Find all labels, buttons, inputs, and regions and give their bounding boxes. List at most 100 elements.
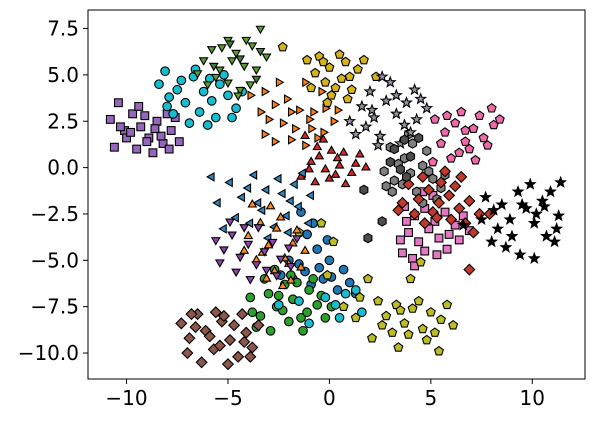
data-point-pentagon: [322, 269, 333, 280]
data-point-pentagon: [464, 143, 475, 154]
data-point-hexagon: [401, 171, 412, 183]
data-point-circle: [245, 292, 256, 303]
data-point-pentagon: [407, 303, 418, 313]
data-point-diamond: [467, 226, 480, 239]
data-point-triangle-down: [255, 47, 266, 57]
data-point-pentagon: [442, 110, 453, 120]
data-point-diamond: [463, 194, 476, 208]
data-point-star: [408, 82, 422, 96]
data-point-triangle-down: [251, 75, 262, 85]
data-point-circle: [273, 299, 284, 310]
data-point-star: [479, 190, 493, 203]
data-point-triangle-down: [216, 44, 227, 53]
data-point-pentagon: [366, 332, 378, 343]
series-11: [239, 199, 310, 290]
data-point-square: [148, 148, 158, 158]
data-point-diamond: [185, 308, 198, 321]
data-point-triangle-down: [218, 246, 229, 255]
data-point-star: [523, 177, 537, 190]
data-point-diamond: [449, 180, 462, 193]
data-point-triangle-up: [312, 141, 323, 151]
data-point-pentagon: [336, 73, 347, 83]
data-point-triangle-down: [292, 235, 302, 244]
data-point-pentagon: [482, 140, 493, 150]
data-point-triangle-down: [251, 261, 262, 270]
data-point-triangle-down: [227, 57, 237, 66]
data-point-triangle-up: [330, 169, 341, 178]
data-point-triangle-left: [297, 168, 306, 179]
data-point-triangle-down: [235, 55, 246, 64]
data-point-pentagon: [415, 256, 426, 267]
data-point-square: [420, 246, 430, 256]
data-point-circle: [314, 262, 325, 273]
data-point-triangle-down: [208, 62, 219, 72]
data-point-triangle-down: [275, 255, 286, 265]
data-point-diamond: [392, 204, 405, 217]
data-point-triangle-down: [253, 224, 264, 233]
data-point-square: [166, 126, 176, 135]
y-tick-label: −10.0: [18, 341, 79, 365]
data-point-hexagon: [385, 156, 395, 168]
data-point-triangle-up: [296, 262, 306, 271]
data-point-triangle-right: [296, 105, 305, 116]
series-13: [210, 218, 302, 285]
data-point-diamond: [195, 356, 208, 369]
data-point-diamond: [203, 330, 216, 343]
data-point-diamond: [252, 319, 265, 332]
data-point-star: [420, 101, 434, 114]
data-point-square: [150, 124, 160, 134]
series-19: [359, 132, 424, 244]
data-point-triangle-up: [243, 230, 254, 240]
y-tick-label: 2.5: [47, 109, 79, 133]
data-point-square: [434, 233, 444, 243]
data-point-hexagon: [406, 151, 416, 162]
y-tick-label: 0.0: [47, 156, 79, 180]
data-point-triangle-down: [192, 70, 203, 79]
data-point-star: [529, 207, 543, 220]
data-point-triangle-down: [231, 268, 242, 278]
data-point-pentagon: [421, 334, 432, 345]
data-point-pentagon: [429, 114, 440, 124]
data-point-square: [134, 101, 144, 111]
data-point-triangle-up: [271, 223, 282, 232]
series-18: [456, 175, 568, 264]
data-point-square: [156, 131, 166, 141]
data-point-triangle-up: [350, 158, 361, 167]
data-point-triangle-left: [285, 196, 294, 206]
data-point-triangle-right: [261, 86, 271, 97]
data-point-diamond: [189, 321, 202, 334]
data-point-triangle-down: [231, 49, 242, 59]
data-point-hexagon: [377, 216, 387, 227]
x-tick-label: −10: [105, 386, 147, 410]
data-point-diamond: [213, 339, 226, 352]
data-point-circle: [168, 108, 179, 119]
data-point-star: [503, 212, 517, 226]
data-point-pentagon: [474, 110, 485, 120]
data-point-hexagon: [418, 160, 428, 171]
data-point-triangle-right: [308, 123, 317, 134]
data-point-star: [491, 222, 505, 235]
data-point-circle: [154, 79, 164, 90]
data-point-triangle-down: [223, 79, 233, 89]
data-point-triangle-up: [265, 200, 276, 210]
data-point-circle: [304, 285, 314, 295]
data-point-diamond: [183, 332, 196, 345]
data-point-star: [487, 203, 501, 216]
data-point-pentagon: [446, 153, 457, 163]
data-point-diamond: [246, 341, 259, 354]
data-point-circle: [338, 264, 349, 275]
data-point-circle: [184, 118, 195, 128]
data-point-star: [499, 240, 513, 253]
y-axis: 7.5 5.0 2.5 0.0 −2.5 −5.0 −7.5 −10.0: [18, 17, 88, 365]
data-point-triangle-down: [241, 36, 252, 46]
data-point-square: [414, 237, 424, 247]
data-point-diamond: [402, 178, 415, 191]
data-point-triangle-left: [303, 218, 312, 229]
data-point-triangle-right: [318, 86, 327, 97]
data-point-star: [373, 129, 387, 142]
data-point-pentagon: [338, 301, 349, 311]
data-point-pentagon: [377, 319, 388, 330]
data-point-star: [515, 197, 529, 211]
data-point-circle: [273, 290, 284, 301]
